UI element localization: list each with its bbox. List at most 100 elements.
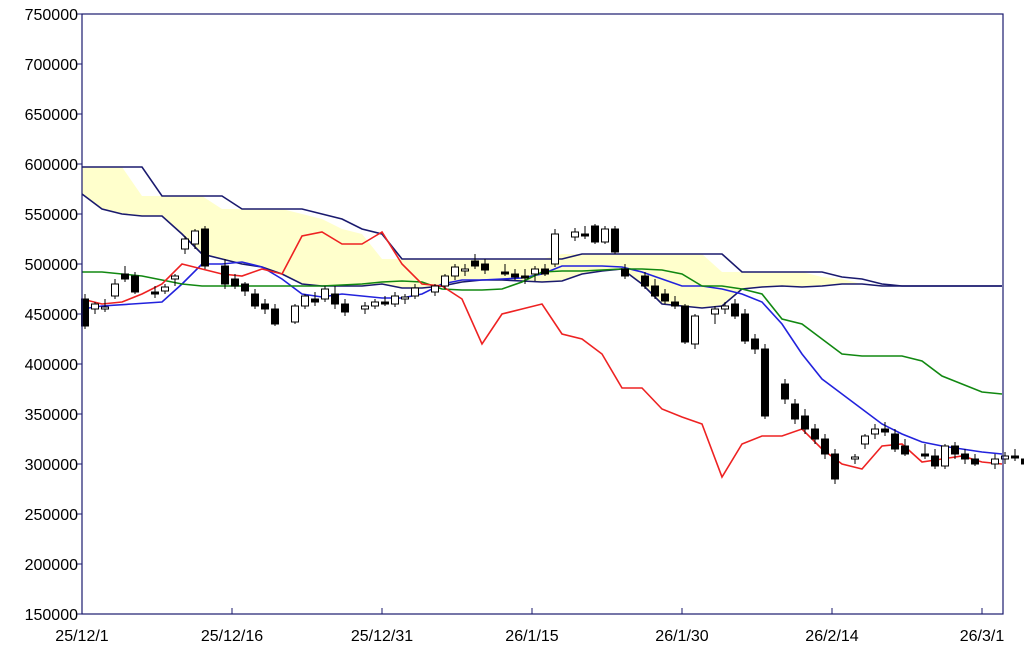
candle-body (731, 303, 739, 317)
cloud-segment (782, 272, 802, 287)
candle-body (321, 288, 329, 300)
candle-body (471, 260, 479, 267)
ichimoku-cloud (81, 166, 1002, 309)
candle-body (871, 428, 879, 435)
y-tick-label: 500000 (25, 257, 78, 274)
candle-body (301, 295, 309, 307)
candle-body (901, 445, 909, 455)
candle-body (381, 301, 389, 305)
candle-body (541, 268, 549, 275)
cloud-segment (422, 259, 442, 288)
y-tick-label: 150000 (25, 607, 78, 624)
candle-body (621, 268, 629, 277)
x-tick-label: 25/12/16 (201, 628, 263, 645)
x-tick-label: 26/1/15 (505, 628, 558, 645)
candle-body (1011, 455, 1019, 459)
cloud-segment (82, 167, 102, 209)
cloud-segment (282, 209, 302, 284)
candle-body (341, 303, 349, 313)
candle-body (1001, 455, 1009, 460)
candle-body (661, 293, 669, 302)
candle-body (891, 433, 899, 450)
cloud-segment (742, 272, 762, 289)
candle-body (971, 458, 979, 465)
cloud-segment (682, 254, 702, 308)
candle-body (311, 298, 319, 303)
y-tick-label: 650000 (25, 107, 78, 124)
cloud-segment (582, 254, 602, 274)
candle-body (131, 275, 139, 293)
candle-body (651, 285, 659, 297)
candle-body (111, 283, 119, 297)
cloud-segment (562, 254, 582, 281)
y-tick-label: 750000 (25, 7, 78, 24)
candle-body (361, 305, 369, 310)
candle-body (791, 403, 799, 420)
indicator-line-1 (81, 261, 1003, 455)
candlesticks (81, 224, 1024, 484)
cloud-segment (842, 279, 862, 284)
x-tick-label: 25/12/1 (55, 628, 108, 645)
indicator-line-2 (82, 268, 1003, 395)
cloud-segment (242, 209, 262, 267)
y-tick-label: 400000 (25, 357, 78, 374)
candle-body (221, 265, 229, 285)
cloud-segment (342, 229, 362, 286)
candle-body (441, 275, 449, 287)
candle-body (811, 428, 819, 440)
candle-body (261, 303, 269, 310)
cloud-segment (762, 272, 782, 287)
candle-body (671, 301, 679, 307)
x-tick-label: 26/2/14 (805, 628, 858, 645)
candle-body (181, 238, 189, 250)
candle-body (991, 458, 999, 465)
candle-body (581, 233, 589, 237)
y-tick-label: 600000 (25, 157, 78, 174)
x-tick-label: 26/1/30 (655, 628, 708, 645)
cloud-segment (142, 196, 162, 216)
candle-body (161, 286, 169, 292)
candle-body (121, 273, 129, 280)
cloud-segment (302, 214, 322, 286)
candle-body (821, 438, 829, 455)
candle-body (851, 456, 859, 460)
cloud-segment (222, 209, 242, 264)
candle-body (481, 263, 489, 271)
candle-body (171, 275, 179, 280)
candle-body (401, 296, 409, 300)
candle-body (251, 293, 259, 307)
cloud-segment (802, 272, 822, 287)
candle-body (641, 275, 649, 287)
candle-body (881, 428, 889, 433)
candle-body (961, 453, 969, 460)
y-tick-label: 200000 (25, 557, 78, 574)
y-tick-label: 350000 (25, 407, 78, 424)
candle-body (711, 308, 719, 315)
candle-body (501, 271, 509, 275)
candle-body (751, 338, 759, 350)
y-tick-label: 550000 (25, 207, 78, 224)
candle-body (511, 273, 519, 278)
candle-body (241, 283, 249, 292)
cloud-segment (702, 254, 722, 308)
y-tick-label: 450000 (25, 307, 78, 324)
candle-body (691, 315, 699, 345)
cloud-segment (322, 219, 342, 286)
candle-body (551, 233, 559, 265)
cloud-segment (262, 209, 282, 274)
cloud-segment (122, 167, 142, 216)
candle-body (931, 455, 939, 467)
candle-body (951, 445, 959, 455)
candle-body (611, 228, 619, 253)
candle-body (191, 230, 199, 245)
candle-body (1021, 458, 1024, 465)
cloud-segment (662, 254, 682, 306)
candle-body (391, 295, 399, 305)
x-tick-label: 25/12/31 (351, 628, 413, 645)
candle-body (681, 305, 689, 343)
candle-body (91, 303, 99, 310)
candle-body (451, 266, 459, 277)
candle-body (411, 287, 419, 297)
y-tick-label: 300000 (25, 457, 78, 474)
